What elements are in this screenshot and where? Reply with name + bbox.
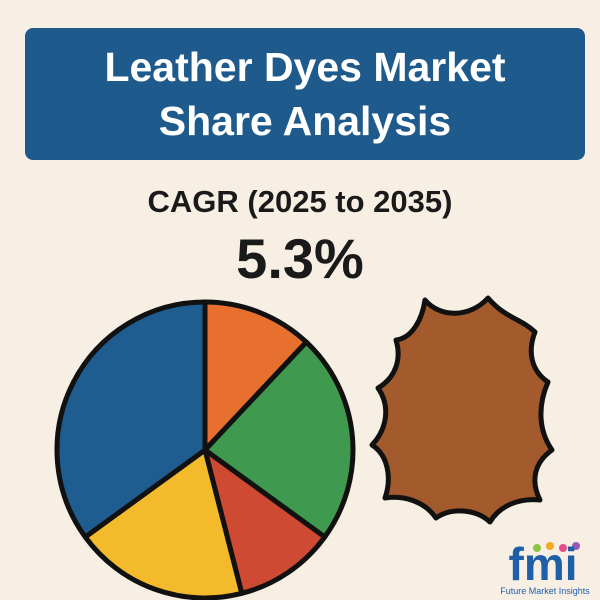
pie-slice [202, 339, 356, 540]
title-banner: Leather Dyes Market Share Analysis [25, 28, 585, 160]
headline: 5.3% [236, 227, 364, 290]
logo-dot [559, 544, 567, 552]
logo-dot [546, 542, 554, 550]
pie-slice [54, 299, 208, 540]
pie-slice [202, 299, 309, 453]
logo: fmi Future Market Insights [500, 538, 590, 596]
title: Leather Dyes Market Share Analysis [104, 44, 506, 144]
logo-mark: fmi [509, 538, 578, 590]
logo-dot [533, 544, 541, 552]
logo-dot [572, 542, 580, 550]
subtitle: CAGR (2025 to 2035) [147, 184, 453, 219]
pie-slice [82, 447, 245, 600]
logo-name: Future Market Insights [500, 586, 590, 596]
leather-icon [369, 295, 555, 525]
